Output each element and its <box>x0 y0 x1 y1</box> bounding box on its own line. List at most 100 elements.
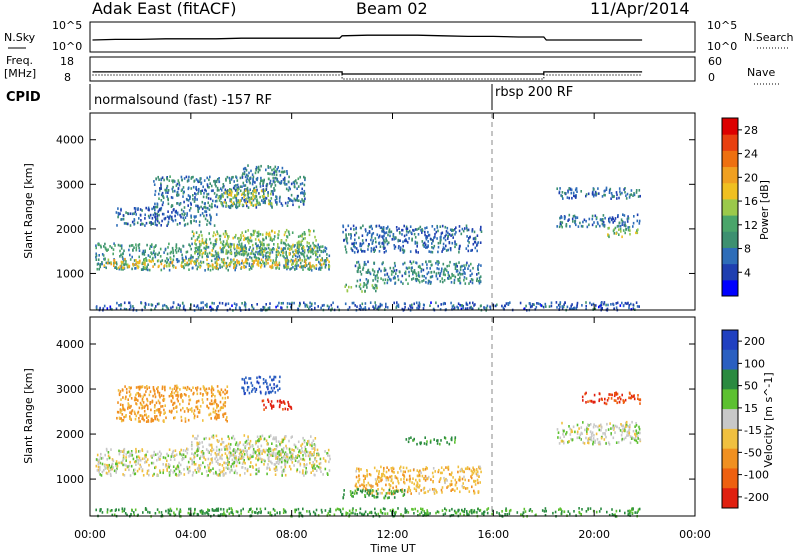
heatmap-cell <box>385 237 387 240</box>
heatmap-cell <box>245 169 248 172</box>
heatmap-cell <box>299 301 301 305</box>
heatmap-cell <box>201 189 204 192</box>
heatmap-cell <box>573 306 576 310</box>
heatmap-cell <box>415 478 417 482</box>
heatmap-cell <box>447 231 449 235</box>
heatmap-cell <box>269 468 271 471</box>
heatmap-cell <box>248 442 251 446</box>
heatmap-cell <box>416 481 419 484</box>
heatmap-cell <box>393 301 395 305</box>
heatmap-cell <box>258 470 260 473</box>
heatmap-cell <box>259 185 262 188</box>
heatmap-cell <box>226 239 228 243</box>
heatmap-cell <box>603 193 605 197</box>
heatmap-cell <box>348 306 351 309</box>
heatmap-cell <box>355 247 358 250</box>
heatmap-cell <box>196 267 198 271</box>
heatmap-cell <box>420 489 422 492</box>
heatmap-cell <box>430 270 433 274</box>
heatmap-cell <box>316 453 318 457</box>
heatmap-cell <box>257 232 260 236</box>
heatmap-cell <box>507 303 510 306</box>
heatmap-cell <box>215 195 217 199</box>
heatmap-cell <box>247 252 250 256</box>
heatmap-cell <box>204 303 207 307</box>
heatmap-cell <box>214 180 216 184</box>
heatmap-cell <box>266 258 269 261</box>
heatmap-cell <box>324 266 327 269</box>
heatmap-cell <box>243 196 245 199</box>
heatmap-cell <box>112 248 115 251</box>
heatmap-cell <box>143 393 146 397</box>
heatmap-cell <box>233 184 236 188</box>
heatmap-cell <box>192 392 194 396</box>
heatmap-cell <box>321 245 324 248</box>
heatmap-cell <box>348 233 350 236</box>
heatmap-cell <box>559 301 562 304</box>
heatmap-cell <box>95 464 98 468</box>
heatmap-cell <box>243 245 245 249</box>
heatmap-cell <box>162 201 164 204</box>
heatmap-cell <box>409 477 411 481</box>
heatmap-cell <box>383 281 386 285</box>
heatmap-cell <box>276 452 279 455</box>
heatmap-cell <box>162 398 164 402</box>
heatmap-cell <box>240 266 243 269</box>
heatmap-cell <box>209 175 211 179</box>
heatmap-cell <box>209 215 212 218</box>
nsearch-label: N.Search <box>744 31 794 44</box>
heatmap-cell <box>209 412 212 416</box>
heatmap-cell <box>208 232 210 235</box>
heatmap-cell <box>273 173 276 176</box>
heatmap-cell <box>365 278 368 281</box>
heatmap-cell <box>124 385 126 388</box>
heatmap-cell <box>280 451 282 455</box>
heatmap-cell <box>145 390 147 393</box>
heatmap-cell <box>459 265 462 269</box>
heatmap-cell <box>451 228 453 232</box>
heatmap-cell <box>249 445 252 449</box>
heatmap-cell <box>145 413 147 417</box>
heatmap-cell <box>145 267 148 271</box>
heatmap-cell <box>230 178 233 181</box>
heatmap-cell <box>458 247 461 250</box>
heatmap-cell <box>171 204 173 207</box>
heatmap-cell <box>202 445 204 449</box>
heatmap-cell <box>277 440 280 443</box>
heatmap-cell <box>106 458 108 461</box>
heatmap-cell <box>196 386 199 389</box>
heatmap-cell <box>192 386 194 389</box>
heatmap-cell <box>120 253 122 257</box>
heatmap-cell <box>603 225 606 228</box>
heatmap-cell <box>248 199 250 203</box>
heatmap-cell <box>230 258 232 262</box>
heatmap-cell <box>430 301 432 304</box>
heatmap-cell <box>279 182 282 185</box>
heatmap-cell <box>155 244 157 247</box>
heatmap-cell <box>297 177 300 181</box>
heatmap-cell <box>289 451 291 454</box>
heatmap-cell <box>257 230 260 234</box>
heatmap-cell <box>385 227 388 230</box>
heatmap-cell <box>141 457 144 461</box>
heatmap-cell <box>396 229 398 232</box>
heatmap-cell <box>441 491 443 494</box>
heatmap-cell <box>132 263 134 266</box>
heatmap-cell <box>315 252 318 256</box>
heatmap-cell <box>298 450 300 454</box>
heatmap-cell <box>304 192 306 195</box>
heatmap-cell <box>173 416 175 420</box>
heatmap-cell <box>294 254 297 258</box>
heatmap-cell <box>303 189 306 193</box>
heatmap-cell <box>147 263 149 266</box>
heatmap-cell <box>127 405 130 409</box>
heatmap-cell <box>227 189 230 192</box>
heatmap-cell <box>210 453 212 456</box>
heatmap-cell <box>255 463 257 467</box>
heatmap-cell <box>610 197 612 200</box>
heatmap-cell <box>235 252 237 255</box>
heatmap-cell <box>248 391 251 395</box>
heatmap-cell <box>197 179 199 182</box>
heatmap-cell <box>247 438 249 441</box>
heatmap-cell <box>575 307 578 310</box>
